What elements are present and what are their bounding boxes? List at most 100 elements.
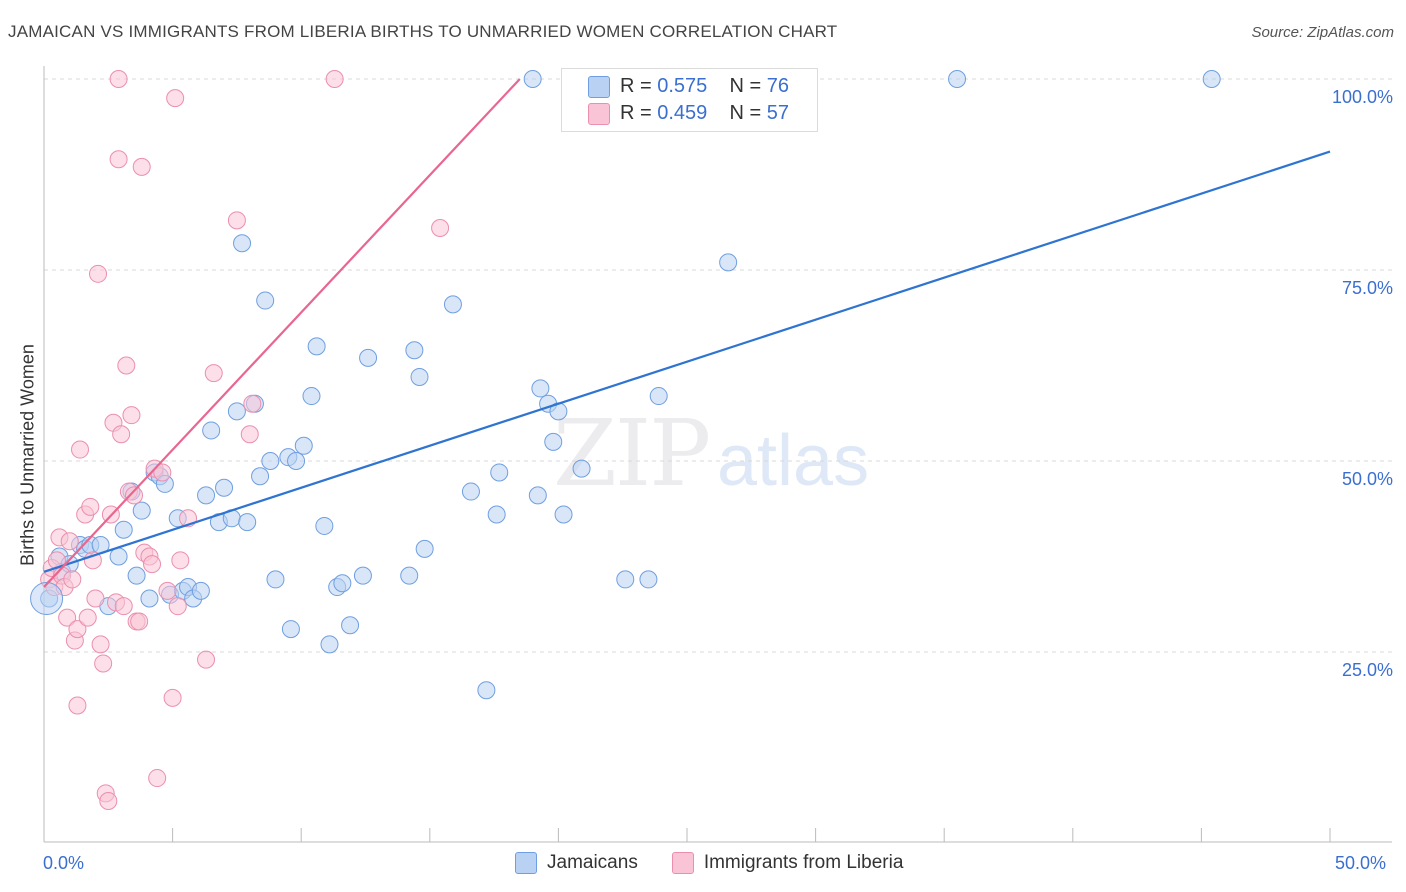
- point-liberia: [86, 589, 105, 608]
- point-liberia: [163, 688, 182, 707]
- point-liberia: [168, 597, 187, 616]
- y-tick-label-100: 100.0%: [1331, 87, 1393, 107]
- point-jamaicans: [233, 234, 252, 253]
- point-liberia: [143, 555, 162, 574]
- trendline-liberia: [43, 78, 521, 588]
- point-jamaicans: [523, 70, 542, 88]
- trendline-jamaicans: [43, 150, 1331, 573]
- legend-n-label: N =: [729, 101, 762, 124]
- series-legend-label-jamaicans: Jamaicans: [547, 852, 638, 873]
- point-jamaicans: [320, 635, 339, 654]
- point-jamaicans: [490, 463, 509, 482]
- point-jamaicans: [202, 421, 221, 440]
- point-liberia: [81, 497, 100, 516]
- point-jamaicans: [410, 367, 429, 386]
- point-jamaicans: [191, 581, 210, 600]
- legend-row-liberia: R = 0.459 N = 57: [620, 100, 789, 126]
- y-tick-label-75: 75.0%: [1341, 278, 1393, 298]
- point-jamaicans: [215, 478, 234, 497]
- chart-title: JAMAICAN VS IMMIGRANTS FROM LIBERIA BIRT…: [8, 22, 838, 41]
- point-liberia: [63, 570, 82, 589]
- point-liberia: [71, 440, 90, 459]
- point-jamaicans: [948, 70, 967, 88]
- point-jamaicans: [302, 387, 321, 406]
- watermark-zip: ZIP: [553, 400, 711, 507]
- point-jamaicans: [487, 505, 506, 524]
- point-jamaicans: [341, 616, 360, 635]
- point-jamaicans: [405, 341, 424, 360]
- point-jamaicans: [554, 505, 573, 524]
- point-jamaicans: [333, 574, 352, 593]
- point-jamaicans: [719, 253, 738, 272]
- point-jamaicans: [307, 337, 326, 356]
- point-jamaicans-cluster: [30, 582, 64, 616]
- correlation-legend: R = 0.575 N = 76 R = 0.459 N = 57: [561, 68, 818, 132]
- x-tick-label-min: 0.0%: [43, 853, 85, 873]
- point-jamaicans: [227, 402, 246, 421]
- legend-swatch-liberia: [588, 103, 610, 125]
- point-liberia: [68, 696, 87, 715]
- y-tick-label-25: 25.0%: [1341, 660, 1393, 680]
- point-liberia: [431, 218, 450, 237]
- point-jamaicans: [114, 520, 133, 539]
- point-liberia: [109, 70, 128, 88]
- point-liberia: [171, 551, 190, 570]
- point-liberia: [94, 654, 113, 673]
- legend-r-value: 0.459: [657, 101, 708, 124]
- point-jamaicans: [639, 570, 658, 589]
- point-jamaicans: [315, 516, 334, 535]
- point-liberia: [240, 425, 259, 444]
- point-liberia: [114, 597, 133, 616]
- point-liberia: [125, 486, 144, 505]
- point-liberia: [122, 406, 141, 425]
- point-jamaicans: [266, 570, 285, 589]
- point-jamaicans: [294, 436, 313, 455]
- point-jamaicans: [649, 387, 668, 406]
- point-liberia: [132, 157, 151, 176]
- series-legend-label-liberia: Immigrants from Liberia: [703, 852, 904, 873]
- point-liberia: [78, 608, 97, 627]
- point-jamaicans: [132, 501, 151, 520]
- point-liberia: [243, 394, 262, 413]
- point-jamaicans: [415, 539, 434, 558]
- point-jamaicans: [461, 482, 480, 501]
- point-liberia: [204, 364, 223, 383]
- y-tick-label-50: 50.0%: [1341, 469, 1393, 489]
- point-jamaicans: [251, 467, 270, 486]
- series-legend-swatch-liberia: [671, 852, 694, 874]
- point-jamaicans: [140, 589, 159, 608]
- point-jamaicans: [544, 432, 563, 451]
- series-legend-swatch-jamaicans: [515, 852, 537, 874]
- legend-n-label: N =: [729, 74, 762, 97]
- point-jamaicans: [109, 547, 128, 566]
- point-jamaicans: [197, 486, 216, 505]
- point-jamaicans: [238, 513, 257, 532]
- point-liberia: [60, 532, 79, 551]
- series-legend: Jamaicans Immigrants from Liberia: [515, 852, 903, 874]
- point-liberia: [148, 769, 167, 788]
- point-jamaicans: [261, 452, 280, 470]
- source-label: Source: ZipAtlas.com: [1251, 24, 1394, 41]
- y-axis-title: Births to Unmarried Women: [17, 344, 38, 566]
- point-liberia: [158, 581, 177, 600]
- legend-n-value: 57: [766, 101, 790, 124]
- point-liberia: [117, 356, 136, 375]
- point-jamaicans: [353, 566, 372, 585]
- point-liberia: [68, 620, 87, 639]
- legend-r-value: 0.575: [657, 74, 708, 97]
- legend-n-value: 76: [766, 74, 790, 97]
- point-liberia: [58, 608, 77, 627]
- point-jamaicans: [531, 379, 550, 398]
- point-jamaicans: [572, 459, 591, 478]
- point-jamaicans: [287, 452, 306, 470]
- point-jamaicans: [400, 566, 419, 585]
- point-liberia: [91, 635, 110, 654]
- point-jamaicans: [256, 291, 275, 310]
- legend-swatch-jamaicans: [588, 76, 610, 98]
- x-tick-label-max: 50.0%: [1335, 853, 1387, 873]
- point-jamaicans: [281, 620, 300, 639]
- point-liberia: [99, 791, 118, 810]
- point-liberia: [197, 650, 216, 669]
- point-jamaicans: [359, 348, 378, 367]
